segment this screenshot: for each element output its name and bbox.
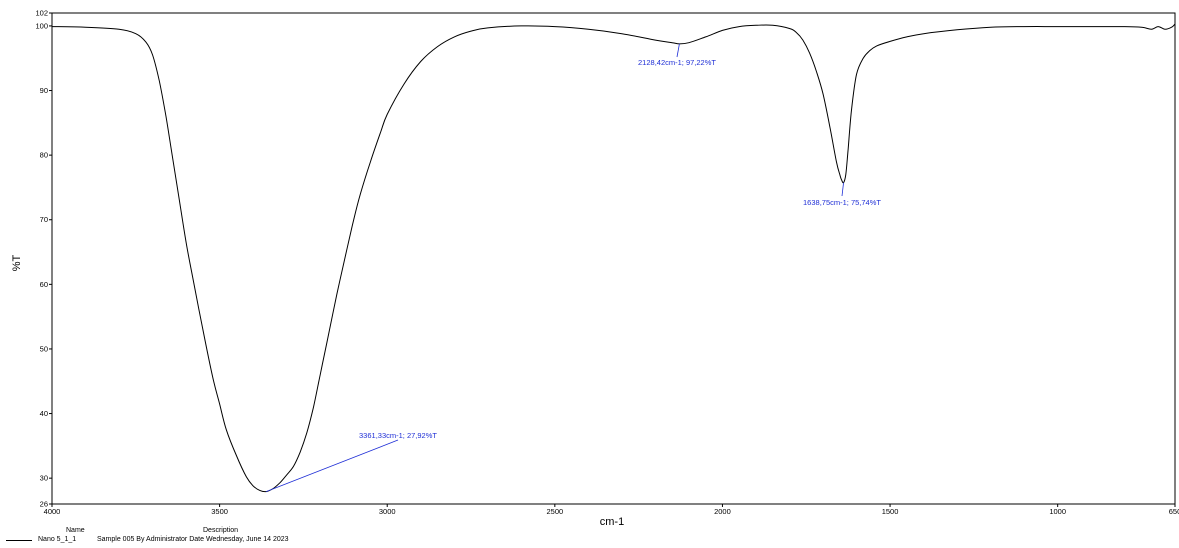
y-tick-label: 40 (40, 409, 48, 418)
x-tick-label: 2500 (546, 507, 563, 516)
series-layer (51, 23, 1176, 493)
plot-frame (51, 12, 1176, 505)
legend-header-description: Description (203, 527, 239, 534)
x-axis-ticks: 4000 3500 3000 2500 2000 1500 1000 650 (44, 504, 1179, 516)
y-tick-label: 30 (40, 474, 48, 483)
y-axis-title: %T (11, 254, 23, 271)
annotation-leader (676, 43, 680, 58)
annotation-leader (265, 439, 399, 492)
y-tick-label: 60 (40, 280, 48, 289)
x-tick-label: 2000 (714, 507, 731, 516)
x-tick-label: 4000 (44, 507, 61, 516)
y-tick-label: 100 (35, 21, 48, 30)
x-axis-title: cm-1 (600, 516, 624, 528)
legend-header-name: Name (66, 527, 85, 534)
series-line (51, 23, 1176, 493)
y-tick-label: 90 (40, 86, 48, 95)
x-tick-label: 3000 (379, 507, 396, 516)
y-tick-label: 26 (40, 500, 48, 509)
annotation-label: 1638,75cm-1; 75,74%T (803, 198, 881, 207)
y-tick-label: 80 (40, 151, 48, 160)
x-tick-label: 1500 (882, 507, 899, 516)
y-tick-label: 102 (35, 9, 48, 18)
y-tick-label: 50 (40, 344, 48, 353)
legend-series-name: Nano 5_1_1 (38, 536, 77, 543)
legend-series-description: Sample 005 By Administrator Date Wednesd… (97, 536, 289, 543)
y-axis-ticks: 26 30 40 50 60 70 80 90 100 102 (35, 9, 52, 509)
annotation-label: 3361,33cm-1; 27,92%T (359, 431, 437, 440)
x-tick-label: 3500 (211, 507, 228, 516)
y-tick-label: 70 (40, 215, 48, 224)
x-tick-label: 1000 (1049, 507, 1066, 516)
annotation-layer: 3361,33cm-1; 27,92%T 2128,42cm-1; 97,22%T… (265, 43, 881, 492)
legend-line-swatch (6, 539, 32, 541)
annotation-leader (841, 182, 844, 197)
annotation-label: 2128,42cm-1; 97,22%T (638, 58, 716, 67)
x-tick-label: 650 (1169, 507, 1179, 516)
legend: Name Description Nano 5_1_1 Sample 005 B… (0, 522, 600, 548)
plot-border (51, 12, 1176, 505)
